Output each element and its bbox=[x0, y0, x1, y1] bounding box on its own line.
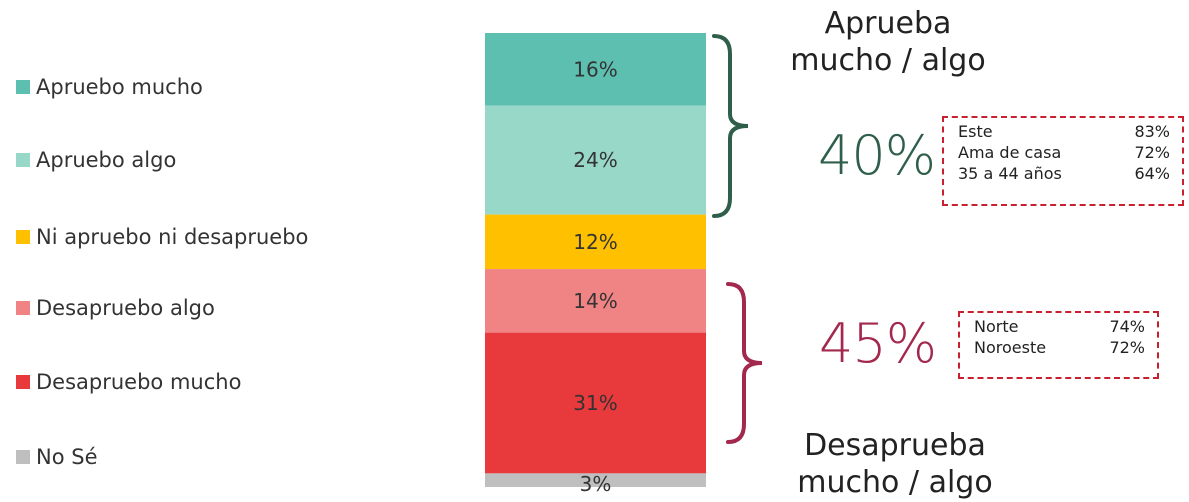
legend-swatch bbox=[16, 450, 30, 464]
legend-swatch bbox=[16, 230, 30, 244]
bar-data-label: 16% bbox=[573, 57, 617, 81]
bar-segment-apruebo-algo bbox=[485, 105, 706, 215]
breakdown-value: 72% bbox=[1134, 142, 1170, 162]
bar-data-label: 14% bbox=[573, 289, 617, 313]
legend-item-apruebo-mucho: Apruebo mucho bbox=[16, 72, 203, 102]
breakdown-label: 35 a 44 años bbox=[958, 163, 1062, 183]
bar-segment-desapruebo-algo bbox=[485, 269, 706, 333]
desaprueba-total: 45% bbox=[819, 312, 937, 375]
legend-swatch bbox=[16, 153, 30, 167]
breakdown-label: Noroeste bbox=[974, 337, 1047, 357]
legend-swatch bbox=[16, 301, 30, 315]
aprueba-brace bbox=[712, 34, 749, 218]
aprueba-title: Aprueba mucho / algo bbox=[768, 6, 1008, 80]
legend-label: Apruebo algo bbox=[36, 148, 177, 172]
bar-segment-desapruebo-mucho bbox=[485, 332, 706, 474]
legend-label: No Sé bbox=[36, 445, 98, 469]
chart-legend: Apruebo mucho Apruebo algo Ni apruebo ni d… bbox=[0, 0, 420, 497]
aprueba-title-line-1: Aprueba bbox=[824, 6, 952, 41]
breakdown-label: Norte bbox=[974, 317, 1019, 336]
breakdown-value: 83% bbox=[1134, 122, 1170, 141]
desaprueba-breakdown-row: Norte 74% bbox=[974, 317, 1145, 338]
legend-label: Ni apruebo ni desapruebo bbox=[36, 225, 309, 249]
aprueba-breakdown-row: Ama de casa 72% bbox=[958, 143, 1170, 164]
legend-item-desapruebo-algo: Desapruebo algo bbox=[16, 293, 215, 323]
legend-label: Apruebo mucho bbox=[36, 75, 203, 99]
aprueba-breakdown-row: Este 83% bbox=[958, 122, 1170, 143]
desaprueba-brace bbox=[726, 282, 763, 444]
aprueba-title-line-2: mucho / algo bbox=[790, 42, 986, 78]
desaprueba-title-line-1: Desaprueba bbox=[804, 428, 986, 463]
desaprueba-breakdown-row: Noroeste 72% bbox=[974, 338, 1145, 359]
legend-swatch bbox=[16, 80, 30, 94]
bar-segment-apruebo-mucho bbox=[485, 33, 706, 106]
bar-data-label: 31% bbox=[573, 391, 617, 415]
legend-item-ni-apruebo-ni-desapruebo: Ni apruebo ni desapruebo bbox=[16, 222, 308, 252]
desaprueba-title-line-2: mucho / algo bbox=[797, 464, 993, 500]
legend-item-desapruebo-mucho: Desapruebo mucho bbox=[16, 367, 241, 397]
bar-data-label: 12% bbox=[573, 230, 617, 254]
breakdown-label: Este bbox=[958, 122, 993, 141]
desaprueba-title: Desaprueba mucho / algo bbox=[760, 428, 1030, 502]
bar-segment-no-se bbox=[485, 473, 706, 487]
legend-label: Desapruebo mucho bbox=[36, 370, 242, 394]
breakdown-value: 64% bbox=[1134, 163, 1170, 183]
legend-swatch bbox=[16, 375, 30, 389]
legend-label: Desapruebo algo bbox=[36, 296, 215, 320]
desaprueba-breakdown-box: Norte 74% Noroeste 72% bbox=[958, 311, 1159, 379]
breakdown-value: 74% bbox=[1109, 317, 1145, 336]
aprueba-breakdown-box: Este 83% Ama de casa 72% 35 a 44 años 64% bbox=[942, 116, 1184, 206]
aprueba-breakdown-row: 35 a 44 años 64% bbox=[958, 164, 1170, 185]
breakdown-label: Ama de casa bbox=[958, 142, 1062, 162]
bar-data-label: 3% bbox=[580, 472, 612, 496]
aprueba-total: 40% bbox=[818, 124, 936, 187]
legend-item-apruebo-algo: Apruebo algo bbox=[16, 145, 176, 175]
bar-segment-ni-apruebo-ni-desapruebo bbox=[485, 214, 706, 270]
bar-data-label: 24% bbox=[573, 148, 617, 172]
legend-item-no-se: No Sé bbox=[16, 442, 97, 472]
breakdown-value: 72% bbox=[1109, 337, 1145, 357]
